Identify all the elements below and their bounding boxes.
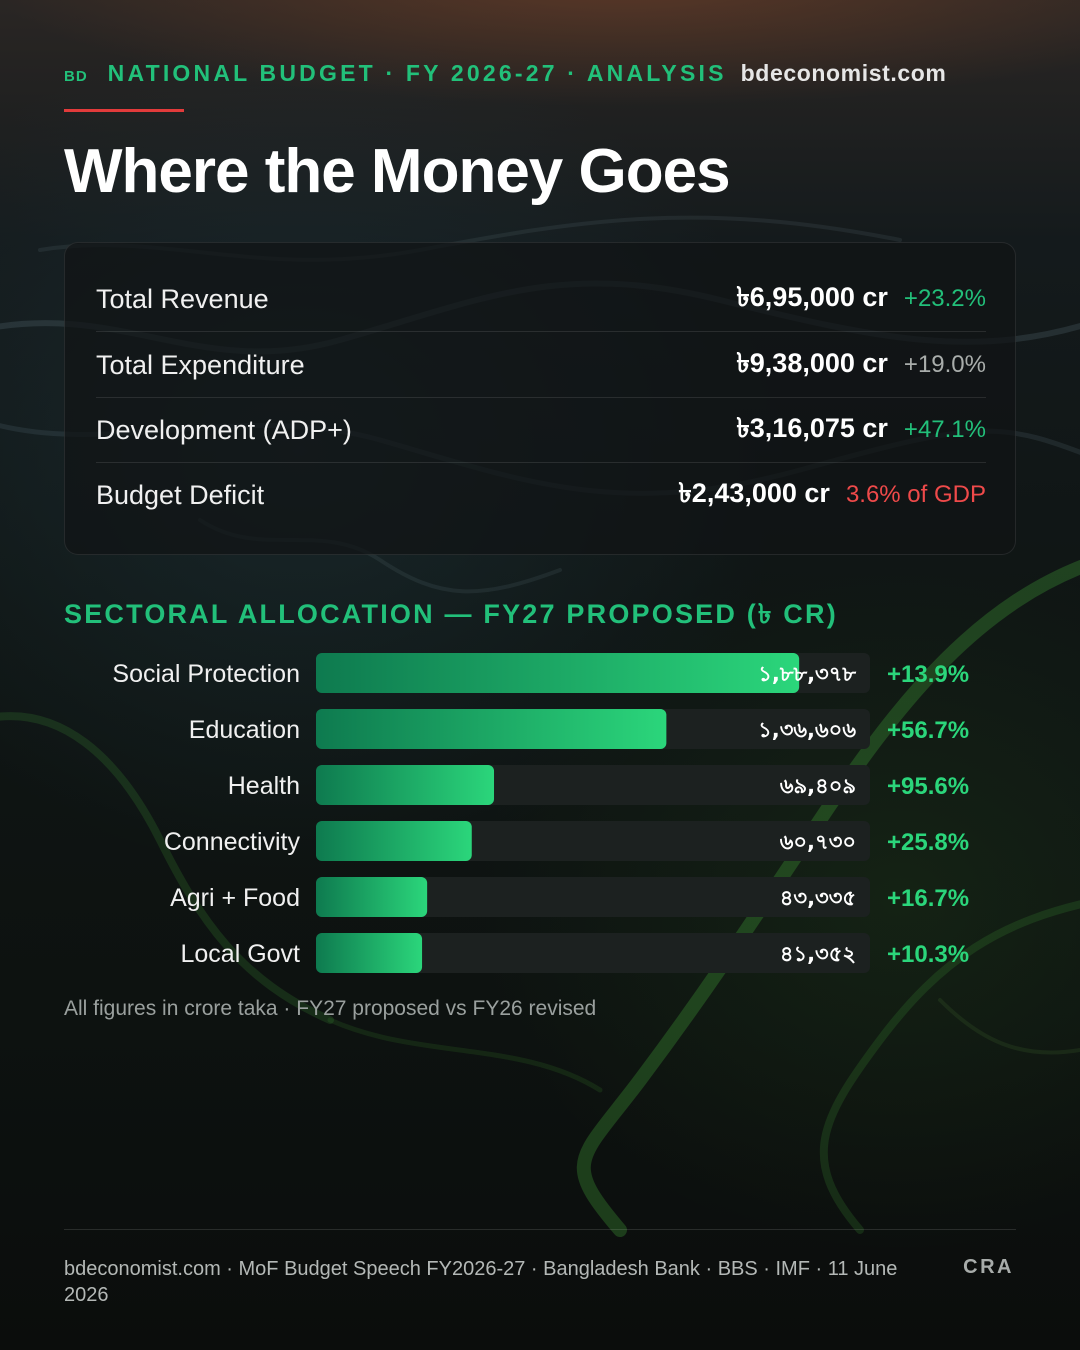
change-label: +10.3% <box>887 941 969 968</box>
summary-label: Total Expenditure <box>96 349 305 380</box>
summary-value: ৳9,38,000 cr <box>736 347 888 378</box>
summary-value: ৳2,43,000 cr <box>678 478 830 508</box>
summary-change: +19.0% <box>903 350 986 378</box>
category-label: Social Protection <box>112 660 300 688</box>
change-label: +16.7% <box>887 885 969 912</box>
footer-sources: bdeconomist.com · MoF Budget Speech FY20… <box>64 1258 898 1306</box>
summary-label: Total Revenue <box>96 283 269 314</box>
bar <box>316 765 495 805</box>
summary-change: 3.6% of GDP <box>845 481 986 508</box>
section-label: NATIONAL BUDGET · FY 2026-27 · ANALYSIS <box>107 60 727 86</box>
bar <box>316 877 428 917</box>
summary-value: ৳3,16,075 cr <box>736 412 888 443</box>
bar <box>316 709 667 749</box>
header-kicker: BD NATIONAL BUDGET · FY 2026-27 · ANALYS… <box>64 60 946 87</box>
bar <box>316 653 800 693</box>
summary-row-expenditure: Total Expenditure ৳9,38,000 cr +19.0% <box>96 333 986 398</box>
category-label: Connectivity <box>164 828 301 856</box>
category-label: Agri + Food <box>170 884 300 912</box>
summary-card: Total Revenue ৳6,95,000 cr +23.2% Total … <box>64 242 1016 555</box>
summary-label: Budget Deficit <box>96 480 265 510</box>
summary-change: +23.2% <box>903 284 986 312</box>
country-badge: BD <box>64 68 88 85</box>
summary-label: Development (ADP+) <box>96 414 352 445</box>
value-label: ৬০,৭৩০ <box>780 830 856 854</box>
change-label: +95.6% <box>887 773 969 800</box>
change-label: +13.9% <box>887 661 969 688</box>
summary-row-development: Development (ADP+) ৳3,16,075 cr +47.1% <box>96 398 986 463</box>
value-label: ৪৩,৩৩৫ <box>780 886 856 910</box>
category-label: Health <box>228 772 300 800</box>
value-label: ১,৮৮,৩৭৮ <box>758 662 856 686</box>
summary-change: +47.1% <box>903 415 986 443</box>
value-label: ৬৯,৪০৯ <box>780 774 856 798</box>
footer-mark: CRA <box>963 1256 1014 1278</box>
change-label: +56.7% <box>887 717 969 744</box>
chart-title: SECTORAL ALLOCATION — FY27 PROPOSED (৳ C… <box>64 599 838 629</box>
value-label: ৪১,৩৫২ <box>780 942 856 966</box>
summary-value: ৳6,95,000 cr <box>736 281 888 312</box>
bar <box>316 933 423 973</box>
summary-row-revenue: Total Revenue ৳6,95,000 cr +23.2% <box>96 267 986 332</box>
bar <box>316 821 472 861</box>
footer-divider <box>64 1229 1016 1230</box>
summary-row-deficit: Budget Deficit ৳2,43,000 cr 3.6% of GDP <box>96 463 986 528</box>
bar-track <box>316 933 870 973</box>
value-label: ১,৩৬,৬০৬ <box>758 718 856 742</box>
change-label: +25.8% <box>887 829 969 856</box>
page-title: Where the Money Goes <box>64 137 731 206</box>
site-name: bdeconomist.com <box>740 60 947 86</box>
category-label: Education <box>189 716 300 744</box>
bar-track <box>316 877 870 917</box>
category-label: Local Govt <box>180 940 300 968</box>
chart-note: All figures in crore taka · FY27 propose… <box>64 997 597 1020</box>
accent-rule <box>64 109 184 112</box>
